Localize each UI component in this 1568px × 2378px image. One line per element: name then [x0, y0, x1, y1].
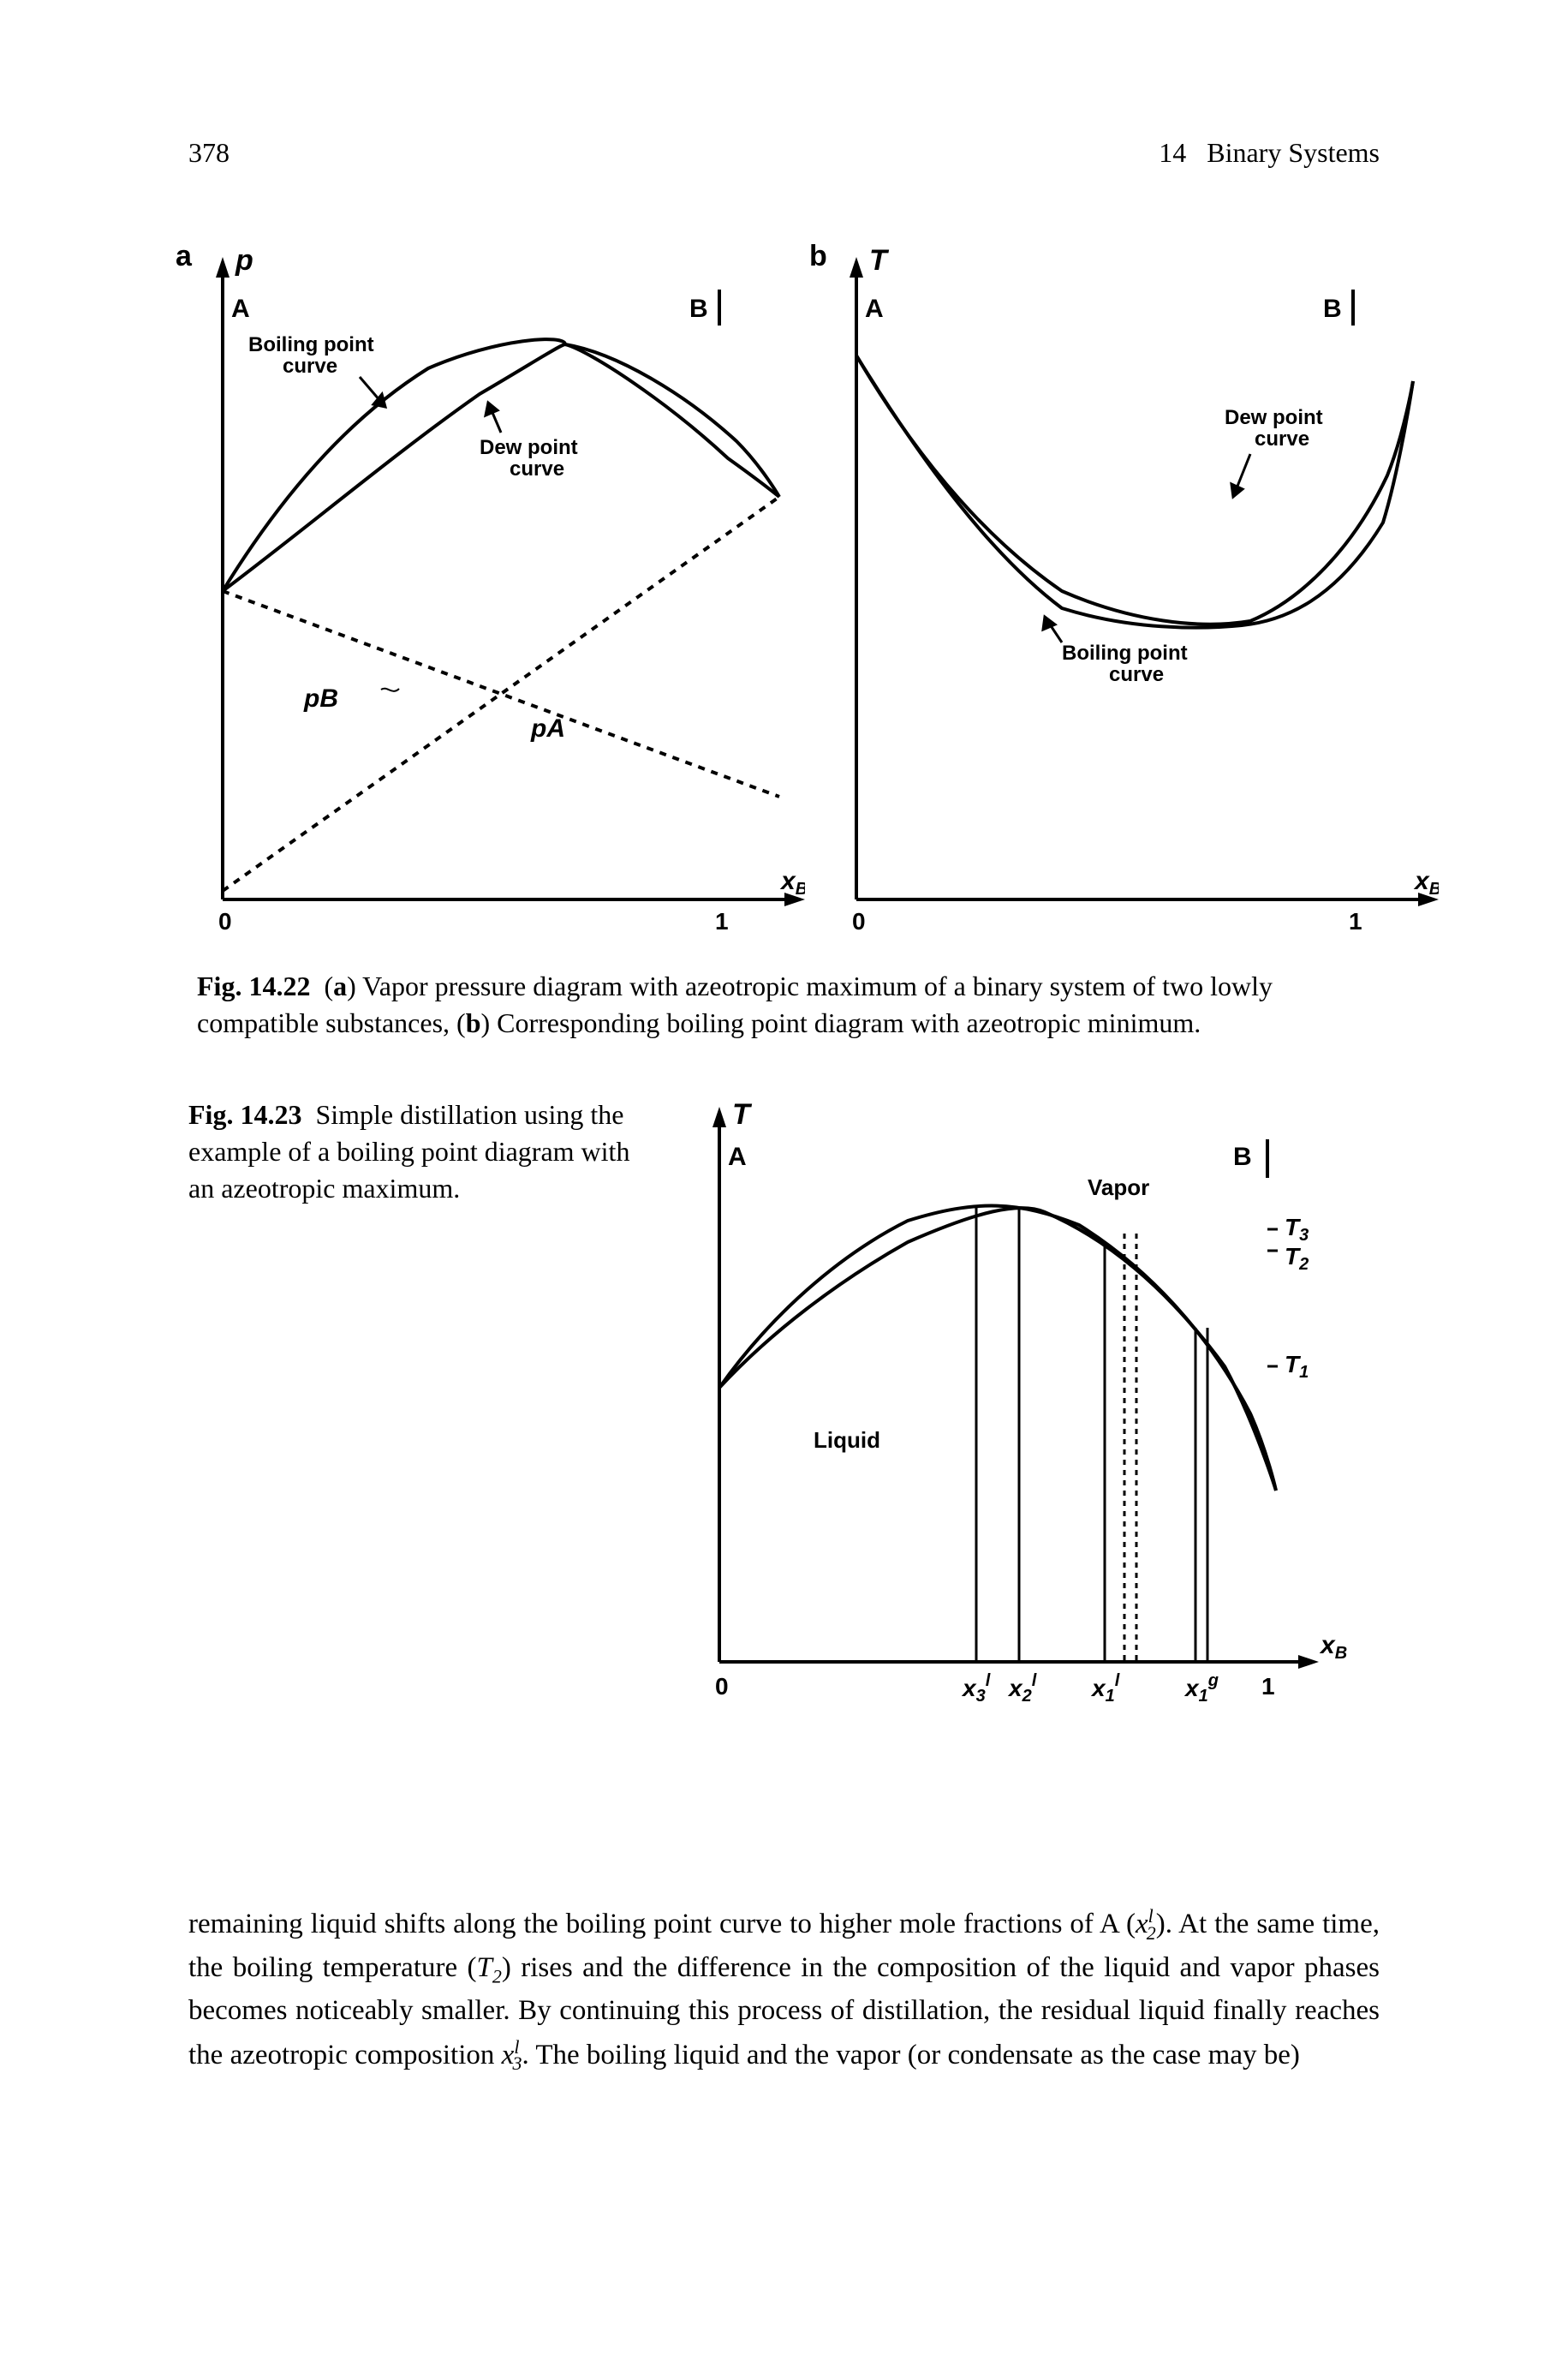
- point-A-b: A: [865, 295, 884, 323]
- x-axis-label-b: xB: [1413, 867, 1439, 899]
- fig-14-23-row: Fig. 14.23 Simple distillation using the…: [188, 1096, 1380, 1735]
- fig-14-22-a-svg: a p A B: [171, 240, 805, 934]
- fig-14-23-label: Fig. 14.23: [188, 1099, 301, 1130]
- dew-label-2b: curve: [1255, 427, 1309, 451]
- fig-14-22-text2: ) Corresponding boiling point diagram wi…: [480, 1007, 1201, 1038]
- liquid-label: Liquid: [814, 1427, 880, 1453]
- xtick-1: 1: [715, 908, 729, 934]
- page-header: 378 14 Binary Systems: [188, 137, 1380, 169]
- y-axis-label-23: T: [732, 1098, 753, 1131]
- pB-label: pB: [303, 684, 338, 713]
- fig-14-22-label: Fig. 14.22: [197, 971, 310, 1001]
- x-axis-label-23: xB: [1319, 1631, 1347, 1663]
- xtick-0-23: 0: [715, 1673, 729, 1700]
- panel-b-letter: b: [809, 240, 827, 272]
- fig-14-22-b: b T A B: [805, 240, 1439, 938]
- point-B: B: [689, 295, 708, 323]
- body-x2l-sub: 2: [1147, 1922, 1156, 1944]
- fig-14-22-b-svg: b T A B: [805, 240, 1439, 934]
- xtick-1b: 1: [1349, 908, 1362, 934]
- x1l-label: x1l: [1090, 1671, 1120, 1706]
- page: 378 14 Binary Systems a: [0, 0, 1568, 2378]
- body-text-1: remaining liquid shifts along the boilin…: [188, 1909, 1136, 1939]
- panel-a-letter: a: [176, 240, 193, 272]
- pA-label: pA: [530, 714, 565, 743]
- dew-label-1: Dew point: [480, 436, 578, 459]
- boiling-label-1: Boiling point: [248, 333, 374, 356]
- body-T2-sub: 2: [492, 1965, 502, 1987]
- chapter-title: Binary Systems: [1207, 137, 1380, 168]
- xtick-0: 0: [218, 908, 232, 934]
- point-B-b: B: [1323, 295, 1342, 323]
- fig-14-22-row: a p A B: [171, 240, 1414, 938]
- x3l-label: x3l: [961, 1671, 991, 1706]
- point-B-23: B: [1233, 1143, 1252, 1171]
- body-T2: T2: [477, 1952, 502, 1983]
- boiling-label-2: curve: [283, 355, 337, 378]
- fig-14-22-b-bold: b: [466, 1007, 481, 1038]
- fig-14-23-svg: T A B Vapor Liquid: [668, 1096, 1353, 1730]
- x-axis-label-a: xB: [779, 867, 805, 899]
- fig-14-22-a: a p A B: [171, 240, 805, 938]
- y-axis-label: p: [235, 244, 253, 277]
- T2-label: T2: [1285, 1243, 1309, 1274]
- chapter-label: 14 Binary Systems: [1159, 137, 1380, 169]
- fig-14-23-diagram: T A B Vapor Liquid: [668, 1096, 1353, 1735]
- xtick-1-23: 1: [1261, 1673, 1275, 1700]
- body-x3l-sub: 3: [512, 2052, 522, 2074]
- body-x2l: xl2: [1136, 1909, 1156, 1939]
- dew-label-1b: Dew point: [1225, 406, 1323, 429]
- fig-14-22-caption: Fig. 14.22 (a) Vapor pressure diagram wi…: [197, 968, 1380, 1042]
- point-A: A: [231, 295, 250, 323]
- body-T2-T: T: [477, 1952, 492, 1983]
- T1-label: T1: [1285, 1351, 1309, 1382]
- boil-label-2b: curve: [1109, 663, 1164, 686]
- boil-label-1b: Boiling point: [1062, 642, 1188, 665]
- body-text-4: . The boiling liquid and the vapor (or c…: [522, 2040, 1299, 2070]
- fig-14-22-a-bold: a: [333, 971, 347, 1001]
- vapor-label: Vapor: [1088, 1174, 1149, 1200]
- chapter-num: 14: [1159, 137, 1186, 168]
- body-x3l: xl3: [502, 2040, 522, 2070]
- x2l-label: x2l: [1007, 1671, 1037, 1706]
- body-paragraph: remaining liquid shifts along the boilin…: [188, 1902, 1380, 2077]
- x1g-label: x1g: [1183, 1671, 1219, 1706]
- dew-label-2: curve: [510, 457, 564, 481]
- T3-label: T3: [1285, 1214, 1309, 1245]
- fig-14-23-caption: Fig. 14.23 Simple distillation using the…: [188, 1096, 634, 1735]
- y-axis-label-b: T: [869, 244, 890, 277]
- xtick-0b: 0: [852, 908, 866, 934]
- point-A-23: A: [728, 1143, 747, 1171]
- page-number: 378: [188, 137, 230, 169]
